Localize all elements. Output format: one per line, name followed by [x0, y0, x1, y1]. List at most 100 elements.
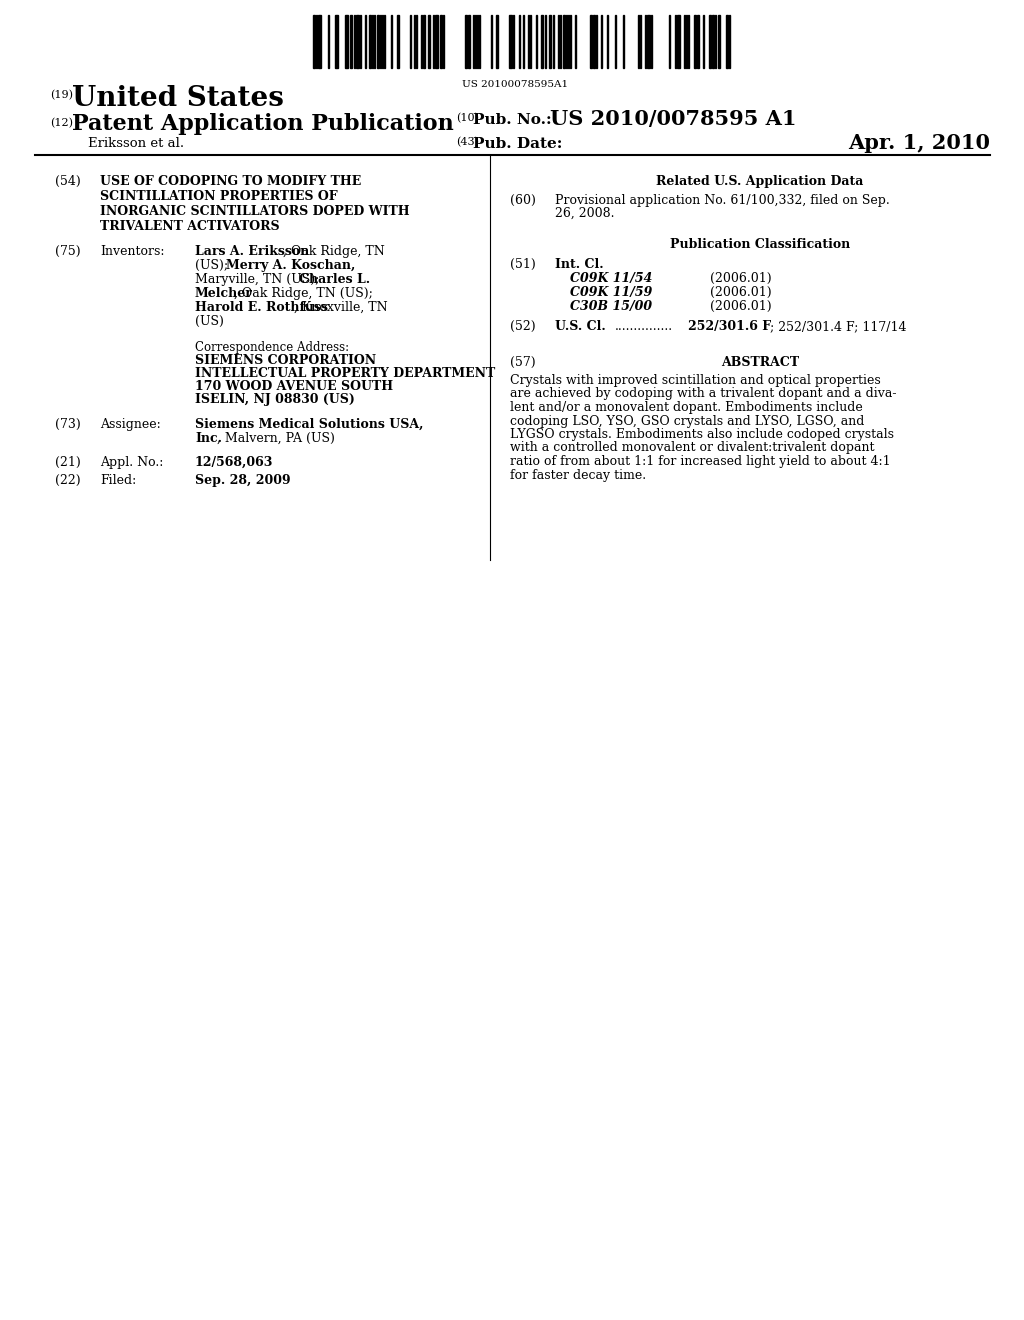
- Bar: [712, 15, 714, 69]
- Text: Inc.: Inc.: [195, 432, 222, 445]
- Text: SCINTILLATION PROPERTIES OF: SCINTILLATION PROPERTIES OF: [100, 190, 338, 203]
- Text: (US): (US): [195, 315, 224, 327]
- Text: ; 252/301.4 F; 117/14: ; 252/301.4 F; 117/14: [770, 319, 906, 333]
- Text: (57): (57): [510, 356, 536, 370]
- Text: (10): (10): [456, 114, 479, 123]
- Text: (43): (43): [456, 137, 479, 148]
- Text: ...............: ...............: [615, 319, 673, 333]
- Bar: [677, 15, 680, 69]
- Text: 12/568,063: 12/568,063: [195, 455, 273, 469]
- Text: , Knoxville, TN: , Knoxville, TN: [294, 301, 388, 314]
- Text: U.S. Cl.: U.S. Cl.: [555, 319, 606, 333]
- Bar: [694, 15, 696, 69]
- Text: (54): (54): [55, 176, 81, 187]
- Text: ISELIN, NJ 08830 (US): ISELIN, NJ 08830 (US): [195, 393, 355, 407]
- Text: C09K 11/54: C09K 11/54: [570, 272, 652, 285]
- Text: C30B 15/00: C30B 15/00: [570, 300, 652, 313]
- Text: (75): (75): [55, 246, 81, 257]
- Text: 252/301.6 F: 252/301.6 F: [688, 319, 771, 333]
- Bar: [468, 15, 470, 69]
- Text: ratio of from about 1:1 for increased light yield to about 4:1: ratio of from about 1:1 for increased li…: [510, 455, 891, 469]
- Text: lent and/or a monovalent dopant. Embodiments include: lent and/or a monovalent dopant. Embodim…: [510, 401, 863, 414]
- Bar: [590, 15, 592, 69]
- Text: TRIVALENT ACTIVATORS: TRIVALENT ACTIVATORS: [100, 220, 280, 234]
- Text: codoping LSO, YSO, GSO crystals and LYSO, LGSO, and: codoping LSO, YSO, GSO crystals and LYSO…: [510, 414, 864, 428]
- Text: (51): (51): [510, 257, 536, 271]
- Text: Crystals with improved scintillation and optical properties: Crystals with improved scintillation and…: [510, 374, 881, 387]
- Text: ABSTRACT: ABSTRACT: [721, 356, 799, 370]
- Bar: [647, 15, 650, 69]
- Bar: [541, 15, 543, 69]
- Bar: [369, 15, 371, 69]
- Text: Related U.S. Application Data: Related U.S. Application Data: [656, 176, 863, 187]
- Bar: [496, 15, 498, 69]
- Text: (2006.01): (2006.01): [710, 286, 772, 300]
- Text: Patent Application Publication: Patent Application Publication: [72, 114, 454, 135]
- Text: Charles L.: Charles L.: [299, 273, 370, 286]
- Text: Apr. 1, 2010: Apr. 1, 2010: [848, 133, 990, 153]
- Text: 170 WOOD AVENUE SOUTH: 170 WOOD AVENUE SOUTH: [195, 380, 393, 393]
- Bar: [549, 15, 551, 69]
- Text: Siemens Medical Solutions USA,: Siemens Medical Solutions USA,: [195, 418, 424, 432]
- Bar: [718, 15, 720, 69]
- Bar: [440, 15, 442, 69]
- Text: (12): (12): [50, 117, 73, 128]
- Bar: [345, 15, 348, 69]
- Text: 26, 2008.: 26, 2008.: [555, 207, 614, 220]
- Bar: [377, 15, 379, 69]
- Text: Harold E. Rothfuss: Harold E. Rothfuss: [195, 301, 328, 314]
- Text: Melcher: Melcher: [195, 286, 253, 300]
- Bar: [318, 15, 321, 69]
- Text: LYGSO crystals. Embodiments also include codoped crystals: LYGSO crystals. Embodiments also include…: [510, 428, 894, 441]
- Bar: [423, 15, 425, 69]
- Text: Int. Cl.: Int. Cl.: [555, 257, 603, 271]
- Text: INORGANIC SCINTILLATORS DOPED WITH: INORGANIC SCINTILLATORS DOPED WITH: [100, 205, 410, 218]
- Text: Filed:: Filed:: [100, 474, 136, 487]
- Text: , Oak Ridge, TN (US);: , Oak Ridge, TN (US);: [233, 286, 373, 300]
- Text: (2006.01): (2006.01): [710, 272, 772, 285]
- Text: (19): (19): [50, 90, 73, 100]
- Text: Pub. No.:: Pub. No.:: [473, 114, 552, 127]
- Text: , Oak Ridge, TN: , Oak Ridge, TN: [283, 246, 385, 257]
- Text: Sep. 28, 2009: Sep. 28, 2009: [195, 474, 291, 487]
- Bar: [709, 15, 711, 69]
- Bar: [726, 15, 728, 69]
- Text: Pub. Date:: Pub. Date:: [473, 137, 562, 150]
- Text: (52): (52): [510, 319, 536, 333]
- Text: Maryville, TN (US);: Maryville, TN (US);: [195, 273, 324, 286]
- Text: Merry A. Koschan,: Merry A. Koschan,: [226, 259, 355, 272]
- Text: Inventors:: Inventors:: [100, 246, 165, 257]
- Text: with a controlled monovalent or divalent:trivalent dopant: with a controlled monovalent or divalent…: [510, 441, 874, 454]
- Text: (73): (73): [55, 418, 81, 432]
- Bar: [397, 15, 399, 69]
- Bar: [313, 15, 315, 69]
- Text: Publication Classification: Publication Classification: [670, 238, 850, 251]
- Text: are achieved by codoping with a trivalent dopant and a diva-: are achieved by codoping with a trivalen…: [510, 388, 896, 400]
- Bar: [465, 15, 467, 69]
- Text: C09K 11/59: C09K 11/59: [570, 286, 652, 300]
- Text: SIEMENS CORPORATION: SIEMENS CORPORATION: [195, 354, 376, 367]
- Bar: [356, 15, 359, 69]
- Text: (22): (22): [55, 474, 81, 487]
- Text: Provisional application No. 61/100,332, filed on Sep.: Provisional application No. 61/100,332, …: [555, 194, 890, 207]
- Bar: [428, 15, 430, 69]
- Bar: [563, 15, 565, 69]
- Bar: [435, 15, 438, 69]
- Text: Assignee:: Assignee:: [100, 418, 161, 432]
- Bar: [509, 15, 512, 69]
- Text: Correspondence Address:: Correspondence Address:: [195, 341, 349, 354]
- Bar: [335, 15, 338, 69]
- Text: INTELLECTUAL PROPERTY DEPARTMENT: INTELLECTUAL PROPERTY DEPARTMENT: [195, 367, 496, 380]
- Bar: [350, 15, 352, 69]
- Text: United States: United States: [72, 84, 284, 112]
- Bar: [593, 15, 595, 69]
- Text: USE OF CODOPING TO MODIFY THE: USE OF CODOPING TO MODIFY THE: [100, 176, 361, 187]
- Text: Eriksson et al.: Eriksson et al.: [88, 137, 184, 150]
- Text: , Malvern, PA (US): , Malvern, PA (US): [217, 432, 335, 445]
- Text: (US);: (US);: [195, 259, 232, 272]
- Text: US 20100078595A1: US 20100078595A1: [462, 81, 568, 88]
- Text: (60): (60): [510, 194, 536, 207]
- Text: for faster decay time.: for faster decay time.: [510, 469, 646, 482]
- Text: Appl. No.:: Appl. No.:: [100, 455, 164, 469]
- Text: US 2010/0078595 A1: US 2010/0078595 A1: [550, 110, 797, 129]
